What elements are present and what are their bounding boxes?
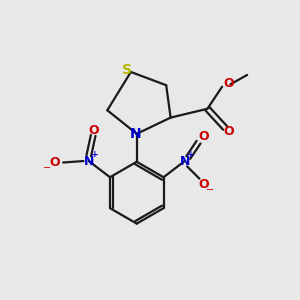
Text: O: O (223, 77, 234, 90)
Text: O: O (198, 178, 208, 191)
Text: O: O (198, 130, 208, 143)
Text: S: S (122, 63, 132, 76)
Text: N: N (130, 127, 141, 141)
Text: O: O (50, 156, 60, 169)
Text: +: + (188, 150, 195, 159)
Text: O: O (223, 125, 234, 138)
Text: −: − (43, 163, 51, 173)
Text: −: − (206, 185, 214, 195)
Text: +: + (92, 150, 99, 159)
Text: N: N (179, 154, 190, 167)
Text: N: N (84, 154, 94, 167)
Text: O: O (88, 124, 98, 136)
